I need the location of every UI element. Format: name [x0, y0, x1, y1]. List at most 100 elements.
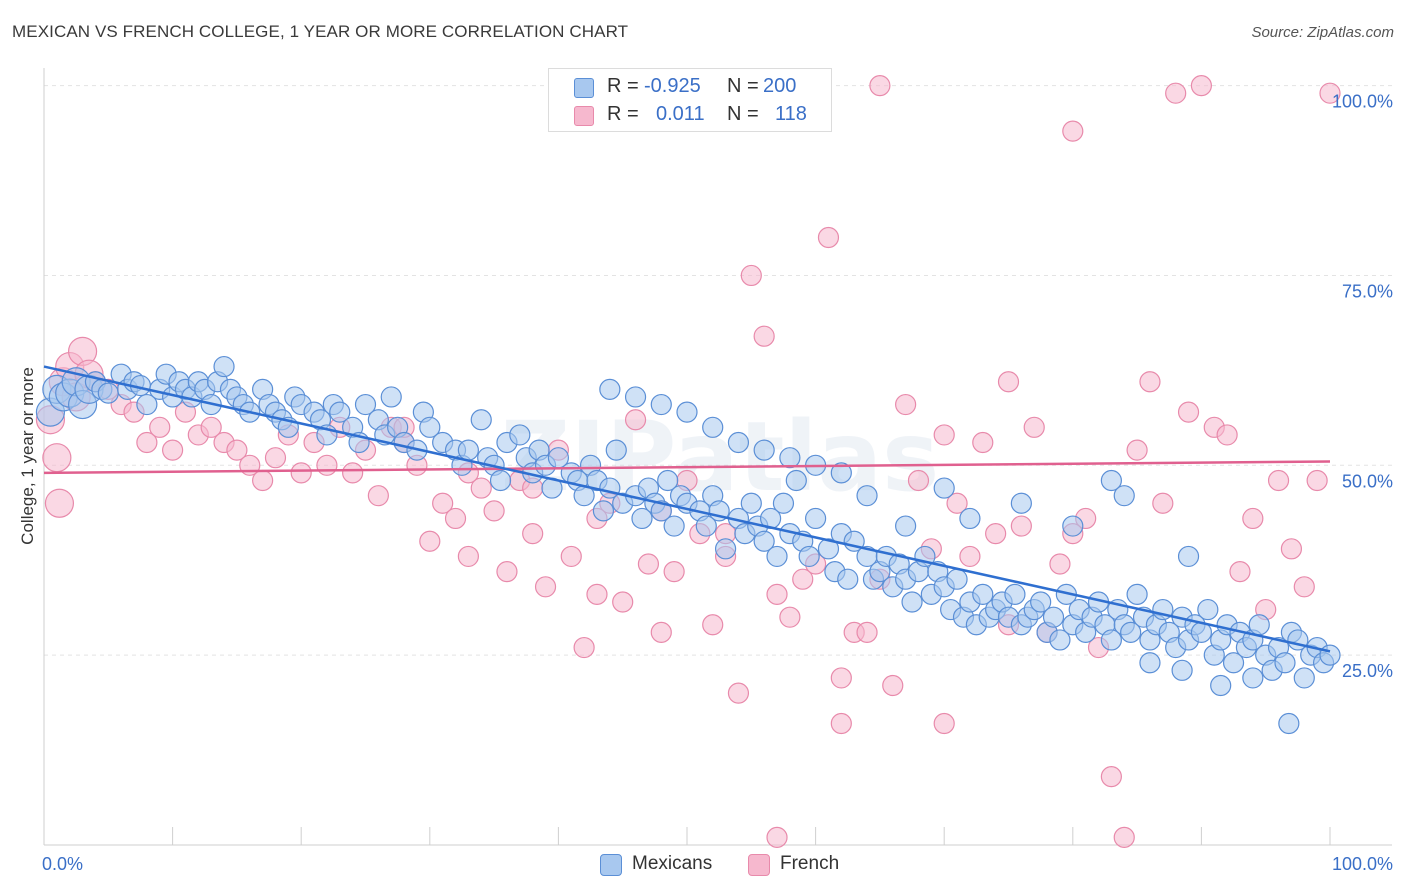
mexican-point — [972, 583, 994, 605]
mexican-point — [1113, 485, 1135, 507]
mexican-point — [695, 515, 717, 537]
french-point — [42, 443, 72, 473]
french-point — [895, 393, 917, 416]
mexican-point — [1242, 667, 1264, 689]
mexican-point — [727, 431, 750, 454]
french-point — [933, 712, 955, 735]
mexican-point — [766, 545, 788, 568]
french-trend-line — [43, 460, 1331, 475]
x-tick-label: 100.0% — [1332, 854, 1393, 874]
mexican-point — [804, 507, 827, 530]
mexican-point — [779, 447, 801, 469]
french-point — [1319, 82, 1341, 104]
french-point — [444, 507, 467, 530]
mexican-point — [946, 568, 968, 590]
legend-n-value: 200 — [763, 75, 797, 97]
mexican-point — [1139, 652, 1161, 674]
mexican-point — [772, 492, 795, 514]
mexican-point — [663, 515, 685, 537]
french-point — [612, 591, 634, 613]
source-label: Source: ZipAtlas.com — [1251, 24, 1394, 41]
mexican-point — [1177, 545, 1200, 568]
french-point — [1190, 74, 1213, 97]
french-point — [830, 667, 852, 689]
mexican-point — [599, 378, 621, 400]
mexican-point — [785, 469, 807, 492]
mexican-point — [1319, 644, 1341, 666]
mexican-point — [650, 500, 672, 522]
mexican-point — [1126, 583, 1148, 605]
french-point — [817, 226, 840, 249]
mexican-point — [1120, 621, 1142, 643]
mexican-point — [657, 469, 679, 492]
french-point — [766, 826, 788, 849]
tick-labels: 25.0% 50.0% 75.0% 100.0% 0.0% 100.0% — [42, 92, 1393, 874]
mexican-point — [419, 416, 441, 438]
mexican-point — [1100, 469, 1122, 492]
french-point — [946, 492, 968, 514]
mexican-point — [1049, 629, 1071, 651]
bottom-legend-swatch-french — [748, 854, 770, 876]
mexican-point — [605, 439, 627, 461]
french-point — [342, 462, 364, 484]
mexican-point — [856, 485, 878, 507]
mexican-point — [354, 393, 377, 416]
french-point — [1306, 469, 1328, 492]
mexican-point — [1197, 598, 1219, 621]
mexican-point — [631, 507, 653, 530]
mexican-point — [817, 538, 840, 560]
mexican-point — [457, 439, 479, 461]
french-point — [1216, 424, 1238, 446]
french-point — [1049, 553, 1071, 575]
french-point — [1062, 120, 1084, 142]
french-point — [1242, 507, 1264, 530]
y-axis-label: College, 1 year or more — [18, 367, 37, 545]
french-point — [1152, 492, 1174, 514]
french-point — [856, 621, 878, 643]
french-point — [997, 371, 1020, 393]
mexican-point — [380, 386, 402, 408]
mexican-point — [714, 538, 737, 560]
french-point — [290, 462, 312, 484]
mexican-point — [97, 382, 119, 404]
mexican-point — [740, 492, 762, 514]
mexican-point — [895, 515, 917, 537]
legend-r-value: -0.925 — [644, 75, 701, 97]
french-point — [650, 621, 672, 643]
french-point — [882, 674, 904, 697]
french-point — [432, 492, 454, 514]
french-point — [1177, 401, 1200, 423]
french-point — [264, 447, 287, 469]
french-point — [1165, 82, 1187, 104]
french-point — [1023, 416, 1045, 438]
mexican-point — [702, 416, 724, 438]
mexican-point — [470, 409, 492, 431]
mexican-point — [1042, 606, 1065, 628]
mexican-point — [830, 462, 852, 484]
french-point — [753, 325, 775, 347]
french-point — [740, 264, 762, 287]
french-point — [792, 568, 814, 590]
french-point — [779, 606, 801, 628]
legend-row-french: R = 0.011 N = 118 — [549, 101, 831, 129]
french-point — [933, 424, 955, 446]
mexican-point — [329, 401, 351, 423]
mexican-point — [753, 439, 775, 461]
legend-r-label: R = — [607, 103, 639, 125]
mexican-point — [624, 386, 647, 408]
legend-swatch-french — [574, 106, 594, 126]
legend-swatch-mexicans — [574, 78, 594, 98]
mexican-point — [592, 500, 615, 522]
legend-n-label: N = — [727, 103, 759, 125]
french-point — [534, 576, 557, 598]
trend-lines — [43, 365, 1331, 653]
french-point — [637, 553, 660, 575]
mexican-point — [1278, 712, 1300, 735]
mexican-point — [136, 393, 158, 416]
french-point — [663, 561, 685, 583]
y-tick-label: 50.0% — [1342, 471, 1393, 491]
french-point — [496, 561, 518, 583]
french-point — [149, 416, 171, 438]
french-point — [419, 530, 441, 552]
